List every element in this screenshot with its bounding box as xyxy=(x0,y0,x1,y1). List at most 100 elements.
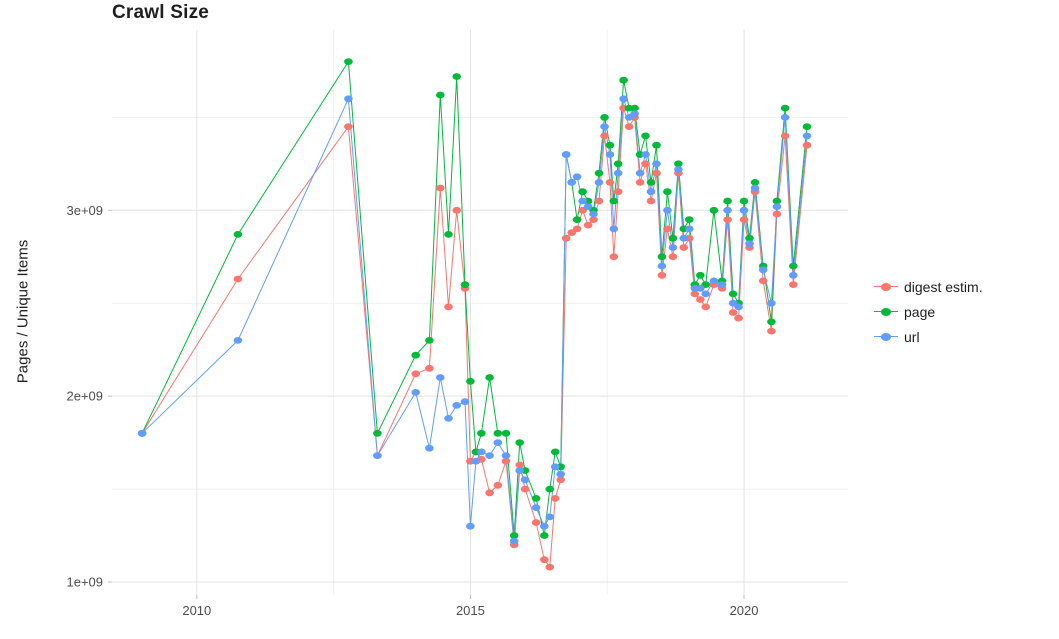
data-point-digestestim xyxy=(767,327,776,335)
data-point-digestestim xyxy=(344,123,353,130)
data-point-page xyxy=(509,532,519,539)
legend-item: digest estim. xyxy=(874,274,983,299)
data-point-digestestim xyxy=(583,221,593,229)
data-point-page xyxy=(728,290,738,298)
data-point-digestestim xyxy=(444,303,453,311)
data-point-page xyxy=(646,179,656,186)
data-point-page xyxy=(452,73,462,80)
data-point-digestestim xyxy=(572,225,582,233)
data-point-url xyxy=(471,457,481,465)
data-point-url xyxy=(734,303,743,311)
data-point-page xyxy=(501,429,511,437)
data-point-digestestim xyxy=(696,296,705,303)
data-point-url xyxy=(556,470,565,478)
data-point-page xyxy=(745,234,754,242)
chart-title: Crawl Size xyxy=(112,2,210,23)
data-point-digestestim xyxy=(550,495,560,502)
data-point-digestestim xyxy=(452,206,462,214)
data-point-page xyxy=(594,169,604,177)
series-line-digestestim xyxy=(141,107,808,568)
data-point-url xyxy=(802,132,812,140)
data-point-page xyxy=(657,253,667,261)
data-point-url xyxy=(696,284,705,292)
data-point-url xyxy=(572,173,582,181)
data-point-url xyxy=(605,151,615,158)
data-point-url xyxy=(646,188,656,196)
data-point-url xyxy=(545,513,555,521)
data-point-page xyxy=(411,351,421,359)
data-point-url xyxy=(767,299,776,307)
y-axis-label: Pages / Unique Items xyxy=(14,239,32,384)
data-point-page xyxy=(772,197,782,205)
data-point-page xyxy=(477,429,486,437)
data-point-digestestim xyxy=(723,216,732,224)
data-point-url xyxy=(550,463,560,471)
y-tick-label: 1e+09 xyxy=(66,574,103,589)
data-point-digestestim xyxy=(600,132,609,140)
data-point-page xyxy=(739,197,749,205)
data-point-digestestim xyxy=(635,179,645,186)
data-point-page xyxy=(545,485,555,493)
data-point-digestestim xyxy=(485,489,494,497)
data-point-digestestim xyxy=(772,210,782,218)
data-point-page xyxy=(373,429,382,437)
data-point-url xyxy=(600,123,609,130)
data-point-page xyxy=(515,439,524,446)
data-point-url xyxy=(460,398,470,406)
data-point-url xyxy=(630,110,639,117)
data-point-url xyxy=(233,337,243,344)
data-point-digestestim xyxy=(545,563,555,571)
data-point-page xyxy=(605,141,615,149)
data-point-page xyxy=(485,374,494,381)
data-point-digestestim xyxy=(515,461,524,469)
data-point-page xyxy=(466,377,475,385)
data-point-page xyxy=(344,58,353,65)
data-point-page xyxy=(550,448,560,456)
data-point-digestestim xyxy=(758,277,768,285)
data-point-digestestim xyxy=(613,188,623,196)
data-point-digestestim xyxy=(425,364,434,372)
data-point-url xyxy=(485,452,494,459)
data-point-page xyxy=(802,123,812,130)
data-point-digestestim xyxy=(556,476,565,484)
legend-label: url xyxy=(904,328,920,345)
data-point-url xyxy=(657,262,667,270)
data-point-url xyxy=(411,389,421,396)
data-point-digestestim xyxy=(589,216,598,224)
data-point-digestestim xyxy=(668,253,678,261)
data-point-digestestim xyxy=(540,556,549,564)
data-point-page xyxy=(750,179,760,186)
data-point-url xyxy=(578,197,587,205)
data-point-digestestim xyxy=(594,197,604,205)
x-tick-label: 2020 xyxy=(730,603,759,618)
data-point-digestestim xyxy=(641,160,650,168)
data-point-url xyxy=(477,448,486,456)
data-point-page xyxy=(609,197,619,205)
data-point-url xyxy=(780,114,790,121)
data-point-url xyxy=(425,444,434,452)
data-point-page xyxy=(663,188,672,196)
data-point-page xyxy=(789,262,798,270)
data-point-digestestim xyxy=(734,314,743,322)
x-tick-label: 2010 xyxy=(182,603,211,618)
data-point-digestestim xyxy=(728,309,738,316)
data-point-page xyxy=(425,337,434,344)
data-point-url xyxy=(619,95,628,103)
data-point-page xyxy=(493,429,503,437)
data-point-url xyxy=(613,169,623,177)
data-point-page xyxy=(619,76,628,84)
data-point-page xyxy=(674,160,683,168)
data-point-url xyxy=(452,402,462,409)
data-point-page xyxy=(780,104,790,112)
data-point-url xyxy=(652,160,661,168)
data-point-digestestim xyxy=(780,132,790,140)
data-point-digestestim xyxy=(652,169,661,177)
data-point-url xyxy=(594,179,604,186)
data-point-url xyxy=(674,166,683,173)
legend-item: url xyxy=(874,324,983,349)
data-point-page xyxy=(578,188,587,196)
data-point-page xyxy=(723,197,732,205)
data-point-digestestim xyxy=(679,244,689,251)
